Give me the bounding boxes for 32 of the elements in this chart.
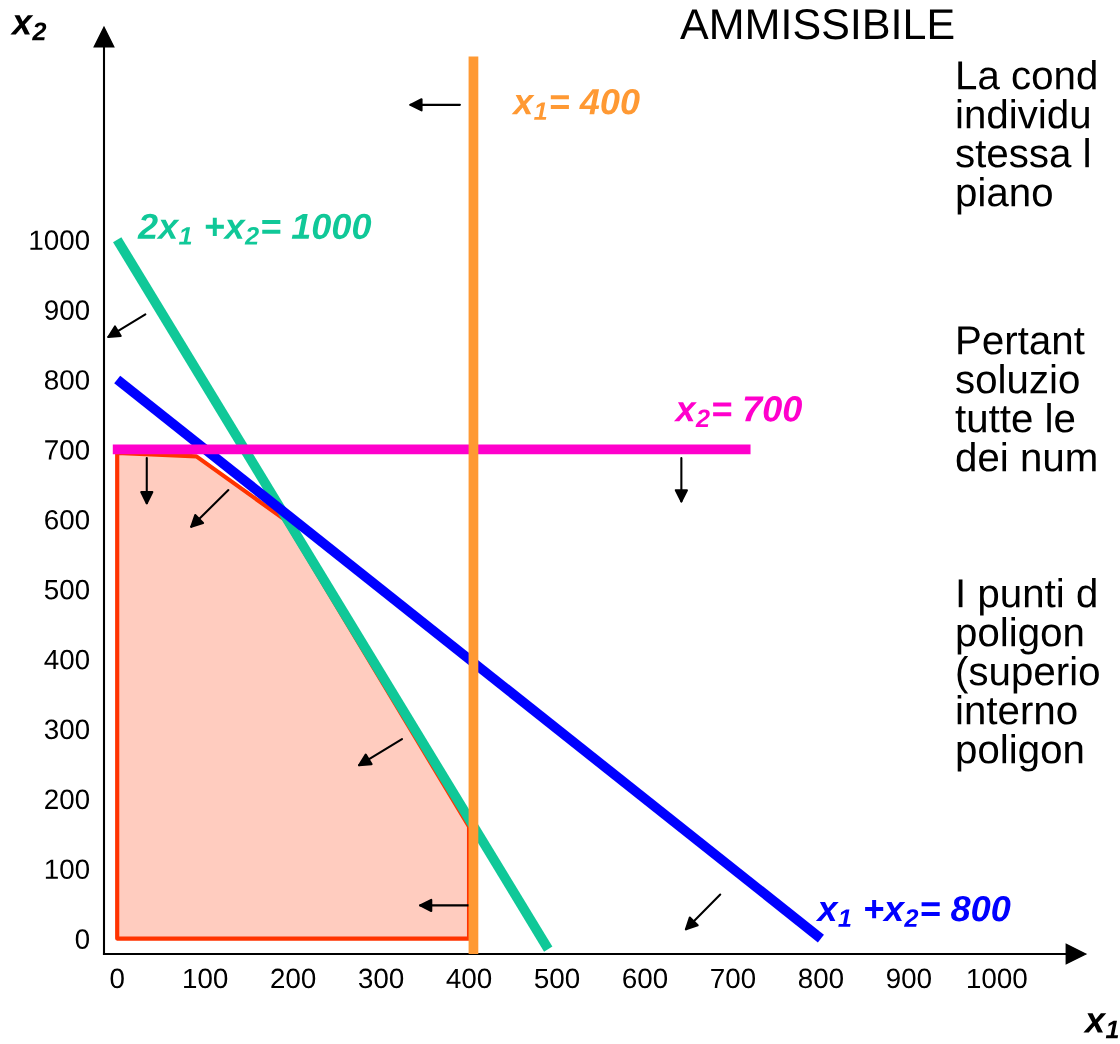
x-tick-label: 700 bbox=[711, 968, 756, 989]
x-tick-label: 800 bbox=[798, 968, 843, 989]
annotation: La cond individu stessa l piano bbox=[956, 60, 1096, 215]
x-tick-label: 200 bbox=[271, 968, 316, 989]
y-tick-label: 100 bbox=[45, 859, 90, 880]
x-tick-label: 0 bbox=[110, 968, 124, 989]
x-tick-label: 600 bbox=[623, 968, 668, 989]
y-tick-label: 500 bbox=[44, 579, 90, 600]
annotation: Pertant soluzio tutte le dei num bbox=[955, 326, 1096, 472]
x-axis-title: x$_{1}$ bbox=[1083, 1013, 1119, 1039]
y-tick-label: 400 bbox=[44, 649, 90, 670]
x-tick-label: 500 bbox=[534, 968, 580, 989]
y-tick-label: 700 bbox=[45, 440, 90, 460]
x-tick-label: 100 bbox=[184, 968, 228, 989]
series-label: x$_{1}$ +x$_{2}$= 800 bbox=[815, 895, 1011, 927]
chart-title: AMMISSIBILE bbox=[680, 9, 954, 40]
x-tick-label: 900 bbox=[887, 968, 931, 989]
y-axis-title: x$_{2}$ bbox=[10, 15, 47, 41]
y-tick-label: 900 bbox=[45, 300, 90, 320]
y-tick-label: 200 bbox=[45, 789, 90, 810]
y-tick-label: 800 bbox=[44, 370, 90, 390]
y-tick-label: 1000 bbox=[30, 230, 90, 251]
series-label: x$_{1}$= 400 bbox=[511, 88, 640, 120]
x-tick-label: 1000 bbox=[968, 968, 1027, 989]
x-tick-label: 400 bbox=[446, 968, 492, 989]
series-label: x$_{2}$= 700 bbox=[673, 396, 802, 428]
y-tick-label: 600 bbox=[45, 509, 90, 530]
x-tick-label: 300 bbox=[358, 968, 404, 989]
annotation: I punti d poligon (superio interno poligon bbox=[957, 578, 1099, 772]
y-tick-label: 0 bbox=[75, 929, 90, 949]
series-label: 2x$_{1}$ +x$_{2}$= 1000 bbox=[137, 213, 372, 245]
y-tick-label: 300 bbox=[44, 719, 90, 740]
